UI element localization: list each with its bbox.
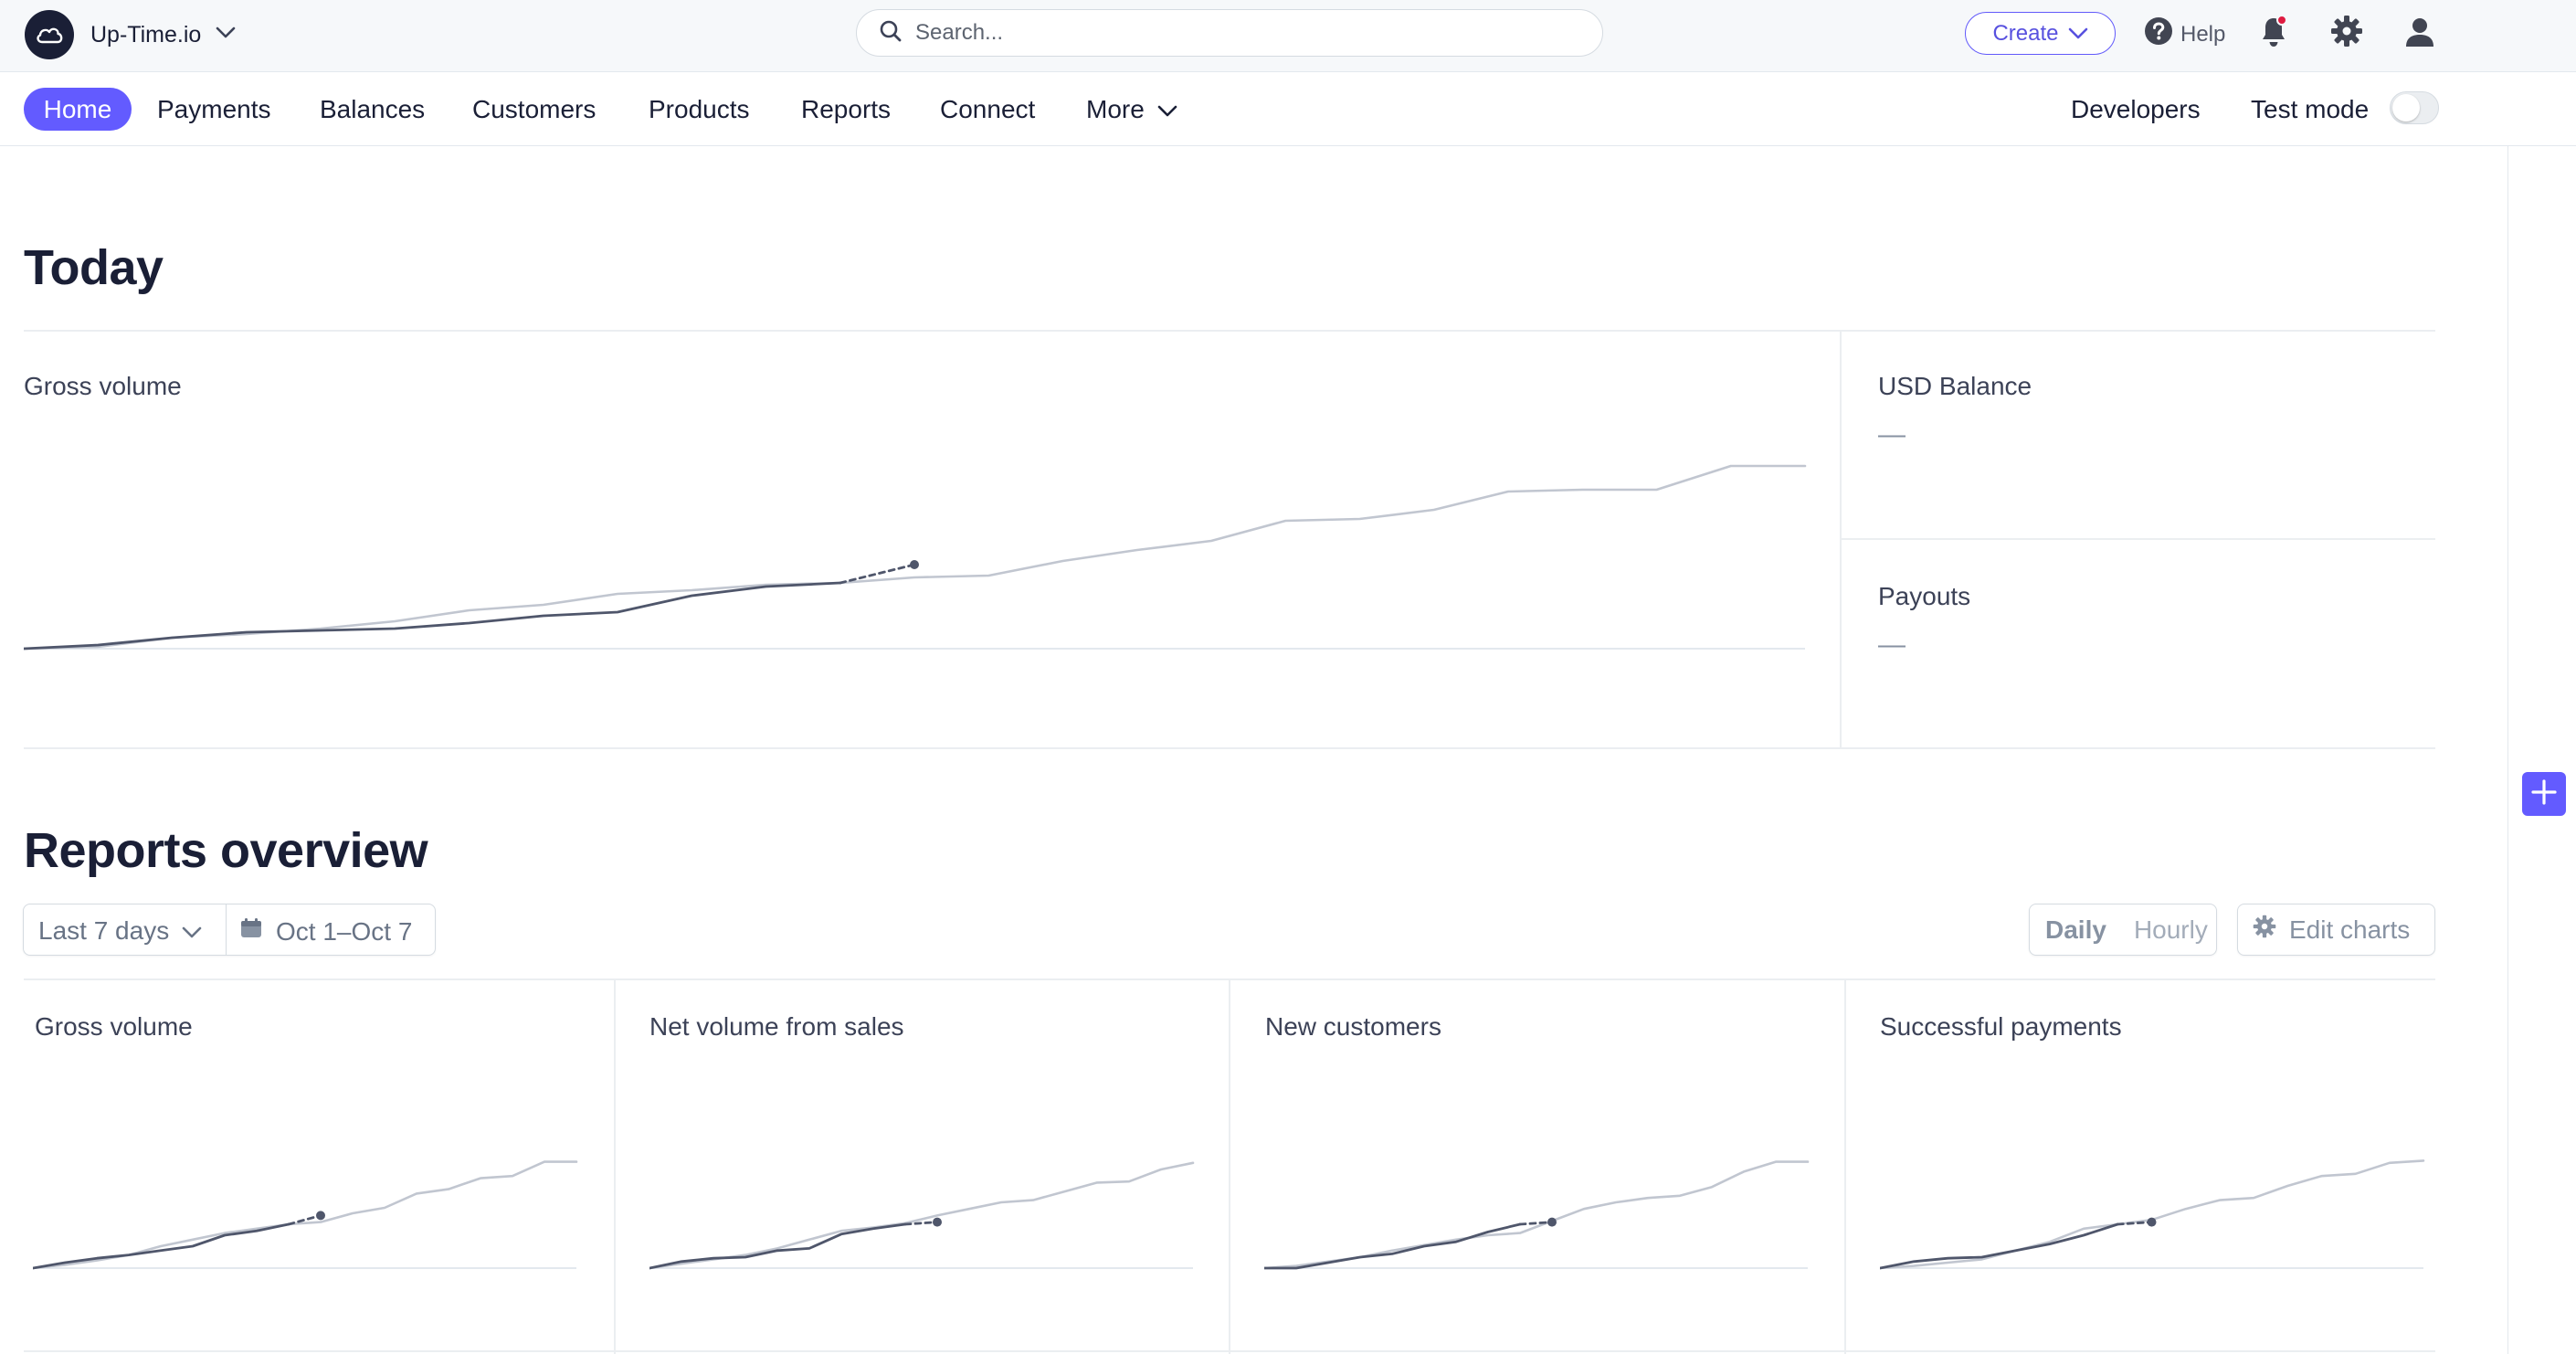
filter-separator bbox=[226, 904, 227, 955]
today-gross-volume-label: Gross volume bbox=[24, 372, 182, 400]
gear-icon bbox=[2253, 915, 2276, 945]
chevron-down-icon bbox=[2068, 21, 2088, 47]
reports-overview-heading: Reports overview bbox=[24, 823, 428, 878]
projected-series-line bbox=[903, 1221, 939, 1226]
chevron-down-icon bbox=[169, 916, 202, 946]
question-circle-icon bbox=[2144, 16, 2173, 52]
projected-series-line bbox=[1518, 1221, 1554, 1226]
top-bar: Up-Time.io Search... Create Help bbox=[0, 0, 2576, 72]
date-filter: Last 7 days Oct 1–Oct 7 bbox=[23, 904, 436, 956]
range-label: Last 7 days bbox=[38, 916, 170, 945]
nav-reports[interactable]: Reports bbox=[801, 94, 892, 123]
nav-developers[interactable]: Developers bbox=[2071, 94, 2201, 123]
projected-series-line bbox=[839, 563, 916, 585]
comparison-series-line bbox=[33, 1160, 578, 1270]
date-range-label: Oct 1–Oct 7 bbox=[276, 916, 413, 946]
net-volume-chart bbox=[649, 1161, 1195, 1270]
settings-gear-icon[interactable] bbox=[2330, 15, 2363, 52]
balance-divider bbox=[1842, 538, 2435, 540]
card-divider-1 bbox=[614, 979, 616, 1354]
chevron-down-icon bbox=[216, 26, 236, 44]
report-card-title[interactable]: New customers bbox=[1265, 1012, 1441, 1041]
edit-charts-button[interactable]: Edit charts bbox=[2237, 904, 2435, 956]
comparison-series-line bbox=[24, 464, 1807, 651]
card-divider-3 bbox=[1844, 979, 1846, 1354]
toggle-knob bbox=[2392, 94, 2420, 122]
successful-payments-chart bbox=[1880, 1159, 2425, 1270]
current-series-line bbox=[1880, 1222, 2119, 1270]
today-top-divider bbox=[24, 330, 2435, 332]
today-bottom-divider bbox=[24, 747, 2435, 749]
usd-balance-value: — bbox=[1878, 419, 1906, 450]
date-range-picker[interactable]: Oct 1–Oct 7 bbox=[239, 916, 412, 947]
search-input[interactable]: Search... bbox=[856, 9, 1603, 57]
comparison-series-line bbox=[649, 1161, 1195, 1270]
current-series-line bbox=[33, 1222, 290, 1270]
nav-more-label: More bbox=[1086, 94, 1145, 123]
report-card-title[interactable]: Successful payments bbox=[1880, 1012, 2122, 1041]
current-point-marker bbox=[1547, 1217, 1557, 1227]
comparison-series-line bbox=[1264, 1160, 1810, 1270]
help-button[interactable]: Help bbox=[2144, 16, 2225, 52]
gross-volume-chart bbox=[33, 1160, 578, 1270]
current-point-marker bbox=[933, 1217, 942, 1227]
daily-option[interactable]: Daily bbox=[2045, 915, 2106, 944]
account-switcher[interactable]: Up-Time.io bbox=[25, 9, 236, 60]
projected-series-line bbox=[287, 1213, 322, 1226]
current-series-line bbox=[1264, 1222, 1522, 1270]
right-rail-divider bbox=[2507, 146, 2508, 1354]
card-divider-2 bbox=[1229, 979, 1230, 1354]
search-icon bbox=[879, 19, 903, 48]
today-gross-volume-chart bbox=[24, 464, 1807, 651]
edit-charts-label: Edit charts bbox=[2289, 915, 2411, 944]
current-series-line bbox=[649, 1222, 907, 1270]
report-card-title[interactable]: Net volume from sales bbox=[649, 1012, 904, 1041]
create-button[interactable]: Create bbox=[1965, 12, 2116, 55]
report-card-title[interactable]: Gross volume bbox=[35, 1012, 193, 1041]
current-point-marker bbox=[316, 1211, 325, 1221]
payouts-value: — bbox=[1878, 629, 1906, 660]
notification-dot bbox=[2276, 15, 2287, 26]
chevron-down-icon bbox=[1145, 95, 1177, 124]
notifications-button[interactable] bbox=[2259, 15, 2288, 54]
test-mode-toggle[interactable] bbox=[2390, 91, 2439, 124]
comparison-series-line bbox=[1880, 1159, 2425, 1270]
search-placeholder: Search... bbox=[915, 20, 1004, 45]
current-series-line bbox=[24, 581, 842, 651]
calendar-icon bbox=[239, 916, 263, 947]
help-label: Help bbox=[2180, 21, 2226, 47]
payouts-label: Payouts bbox=[1878, 582, 1971, 610]
usd-balance-label: USD Balance bbox=[1878, 372, 2032, 400]
range-select[interactable]: Last 7 days bbox=[38, 916, 202, 946]
nav-payments[interactable]: Payments bbox=[157, 94, 271, 123]
today-vertical-divider bbox=[1840, 331, 1842, 748]
granularity-toggle: Daily Hourly bbox=[2029, 904, 2217, 956]
plus-icon bbox=[2530, 778, 2558, 810]
nav-customers[interactable]: Customers bbox=[472, 94, 596, 123]
account-name: Up-Time.io bbox=[90, 21, 202, 48]
projected-series-line bbox=[2116, 1221, 2153, 1226]
current-point-marker bbox=[910, 560, 919, 569]
main-nav bbox=[0, 72, 2576, 146]
cloud-logo-icon bbox=[25, 10, 74, 59]
current-point-marker bbox=[2147, 1217, 2157, 1227]
nav-more[interactable]: More bbox=[1086, 88, 1177, 131]
test-mode-label: Test mode bbox=[2251, 94, 2370, 123]
today-heading: Today bbox=[24, 240, 164, 295]
nav-connect[interactable]: Connect bbox=[940, 94, 1036, 123]
create-label: Create bbox=[1992, 20, 2059, 46]
new-customers-chart bbox=[1264, 1160, 1810, 1270]
nav-balances[interactable]: Balances bbox=[320, 94, 426, 123]
hourly-option[interactable]: Hourly bbox=[2133, 915, 2208, 944]
add-app-button[interactable] bbox=[2522, 772, 2566, 816]
nav-products[interactable]: Products bbox=[649, 94, 750, 123]
reports-bottom-divider bbox=[24, 1350, 2435, 1352]
user-account-icon[interactable] bbox=[2403, 16, 2436, 53]
nav-home[interactable]: Home bbox=[24, 88, 132, 131]
